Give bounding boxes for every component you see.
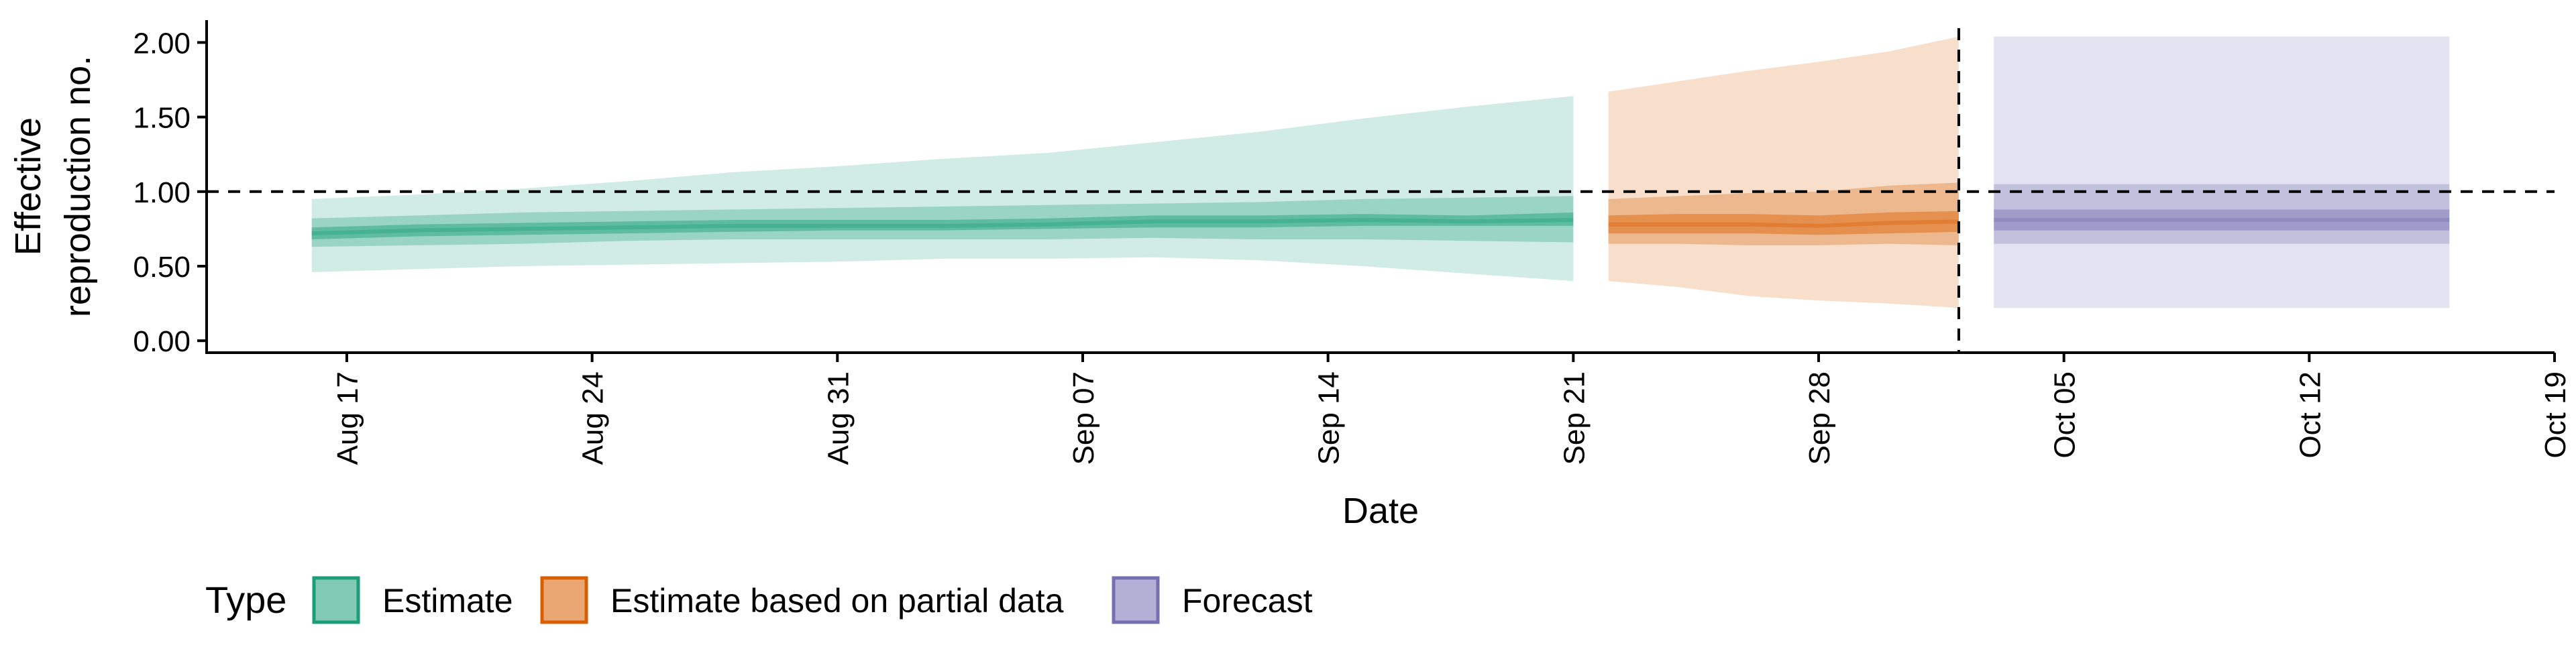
x-tick-label: Oct 12 xyxy=(2294,371,2326,459)
band-50-series-1 xyxy=(1608,182,1959,245)
y-tick-label: 2.00 xyxy=(133,27,191,60)
series-bands xyxy=(311,36,2450,308)
band-50-series-2 xyxy=(1994,184,2450,244)
legend: Type Estimate Estimate based on partial da… xyxy=(205,576,1313,624)
legend-key-swatch xyxy=(540,576,588,624)
y-tick-label: 1.00 xyxy=(133,176,191,209)
axes: 0.00 0.50 1.00 1.50 2.00 Aug 17 Aug 24 Aug 31 Se… xyxy=(8,20,2572,531)
band-90-series-1 xyxy=(1608,36,1959,308)
x-tick-label: Aug 31 xyxy=(822,371,855,465)
x-tick-label: Sep 28 xyxy=(1803,371,1836,465)
x-tick-label: Aug 17 xyxy=(331,371,364,465)
band-20-series-1 xyxy=(1608,211,1959,235)
x-tick-label: Sep 21 xyxy=(1558,371,1591,465)
y-axis-title: Effective reproduction no. xyxy=(8,56,98,317)
band-90-series-0 xyxy=(311,96,1574,282)
x-tick-label: Sep 07 xyxy=(1067,371,1100,465)
legend-title: Type xyxy=(205,579,286,621)
legend-label: Estimate xyxy=(382,582,513,620)
x-tick-label: Oct 19 xyxy=(2539,371,2572,459)
x-axis-title: Date xyxy=(1342,491,1419,531)
x-tick-label: Oct 05 xyxy=(2049,371,2082,459)
x-tick-label: Sep 14 xyxy=(1313,371,1346,465)
band-50-series-0 xyxy=(311,196,1574,247)
series-0 xyxy=(311,96,1574,282)
band-90-series-2 xyxy=(1994,36,2450,308)
y-axis-title-line: reproduction no. xyxy=(58,56,98,317)
median-line-series-1 xyxy=(1608,219,1959,228)
series-2 xyxy=(1994,36,2450,308)
median-line-series-0 xyxy=(311,217,1574,236)
y-tick-label: 1.50 xyxy=(133,102,191,135)
series-1 xyxy=(1608,36,1959,308)
legend-item: Estimate xyxy=(312,576,513,624)
band-20-series-0 xyxy=(311,212,1574,239)
y-tick-label: 0.00 xyxy=(133,325,191,358)
x-tick-label: Aug 24 xyxy=(577,371,610,465)
legend-key-swatch xyxy=(1112,576,1160,624)
legend-item: Estimate based on partial data xyxy=(540,576,1064,624)
y-tick-label: 0.50 xyxy=(133,251,191,284)
band-20-series-2 xyxy=(1994,209,2450,231)
reference-lines xyxy=(207,28,2555,353)
legend-item: Forecast xyxy=(1112,576,1313,624)
y-axis-title-line: Effective xyxy=(8,117,48,255)
legend-label: Estimate based on partial data xyxy=(610,582,1064,620)
legend-key-swatch xyxy=(312,576,360,624)
legend-label: Forecast xyxy=(1182,582,1313,620)
